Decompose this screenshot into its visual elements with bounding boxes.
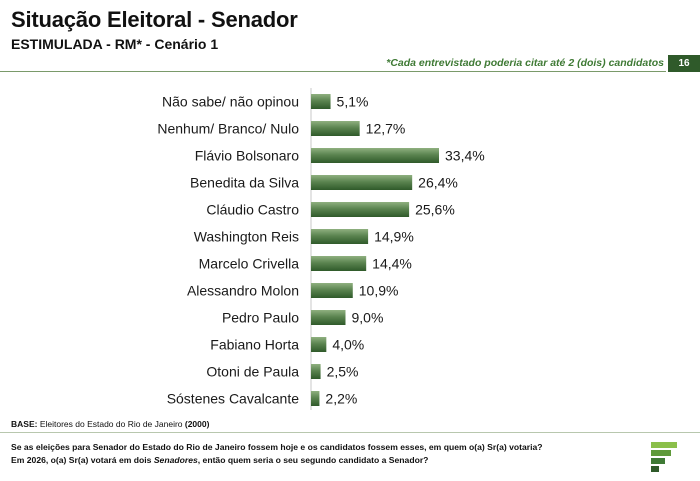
question-line-1: Se as eleições para Senador do Estado do… bbox=[11, 442, 543, 452]
value-label: 26,4% bbox=[418, 175, 458, 191]
chart-marks: Não sabe/ não opinou 5,1% Nenhum/ Branco/ … bbox=[157, 94, 484, 407]
page-number: 16 bbox=[678, 58, 690, 69]
value-label: 5,1% bbox=[337, 94, 369, 110]
bar bbox=[311, 337, 327, 352]
bar-chart: Não sabe/ não opinou 5,1% Nenhum/ Branco/ … bbox=[157, 88, 485, 410]
question-line-2: Em 2026, o(a) Sr(a) votará em dois Senad… bbox=[11, 454, 631, 467]
category-label: Pedro Paulo bbox=[222, 310, 299, 326]
value-label: 10,9% bbox=[359, 283, 399, 299]
bar bbox=[311, 391, 320, 406]
bar bbox=[311, 121, 360, 136]
question-line-2-b: , então quem seria o seu segundo candida… bbox=[197, 455, 429, 465]
base-text: Eleitores do Estado do Rio de Janeiro bbox=[37, 419, 185, 429]
bar bbox=[311, 94, 331, 109]
value-label: 25,6% bbox=[415, 202, 455, 218]
base-label: BASE: bbox=[11, 419, 38, 429]
value-label: 2,5% bbox=[327, 364, 359, 380]
category-label: Otoni de Paula bbox=[206, 364, 299, 380]
question-line-2-a: Em 2026, o(a) Sr(a) votará em dois bbox=[11, 455, 154, 465]
category-label: Nenhum/ Branco/ Nulo bbox=[157, 121, 299, 137]
category-label: Washington Reis bbox=[194, 229, 299, 245]
page-subtitle: ESTIMULADA - RM* - Cenário 1 bbox=[11, 36, 219, 52]
base-count: (2000) bbox=[184, 419, 210, 429]
respondent-note: *Cada entrevistado poderia citar até 2 (… bbox=[386, 57, 664, 69]
category-label: Sóstenes Cavalcante bbox=[167, 391, 300, 407]
bar bbox=[311, 229, 369, 244]
question-line-2-emphasis: Senadores bbox=[153, 455, 198, 465]
bar bbox=[311, 364, 321, 379]
page-title: Situação Eleitoral - Senador bbox=[11, 7, 298, 32]
category-label: Fabiano Horta bbox=[210, 337, 299, 353]
value-label: 12,7% bbox=[366, 121, 406, 137]
bar bbox=[311, 256, 367, 271]
value-label: 33,4% bbox=[445, 148, 485, 164]
brand-logo-icon bbox=[651, 442, 677, 472]
note-bar bbox=[0, 56, 666, 72]
value-label: 2,2% bbox=[325, 391, 357, 407]
bar bbox=[311, 283, 353, 298]
category-label: Alessandro Molon bbox=[187, 283, 299, 299]
value-label: 14,4% bbox=[372, 256, 412, 272]
survey-question: Se as eleições para Senador do Estado do… bbox=[11, 441, 631, 467]
category-label: Cláudio Castro bbox=[206, 202, 299, 218]
bar bbox=[311, 202, 410, 217]
footer-rule bbox=[0, 432, 700, 433]
bar bbox=[311, 175, 413, 190]
base-note: BASE: Eleitores do Estado do Rio de Jane… bbox=[11, 419, 209, 429]
category-label: Não sabe/ não opinou bbox=[162, 94, 299, 110]
value-label: 4,0% bbox=[332, 337, 364, 353]
bar bbox=[311, 148, 439, 163]
bar bbox=[311, 310, 346, 325]
value-label: 14,9% bbox=[374, 229, 414, 245]
category-label: Benedita da Silva bbox=[190, 175, 299, 191]
value-label: 9,0% bbox=[351, 310, 383, 326]
category-label: Marcelo Crivella bbox=[199, 256, 300, 272]
category-label: Flávio Bolsonaro bbox=[195, 148, 299, 164]
page-number-badge: 16 bbox=[668, 55, 700, 72]
